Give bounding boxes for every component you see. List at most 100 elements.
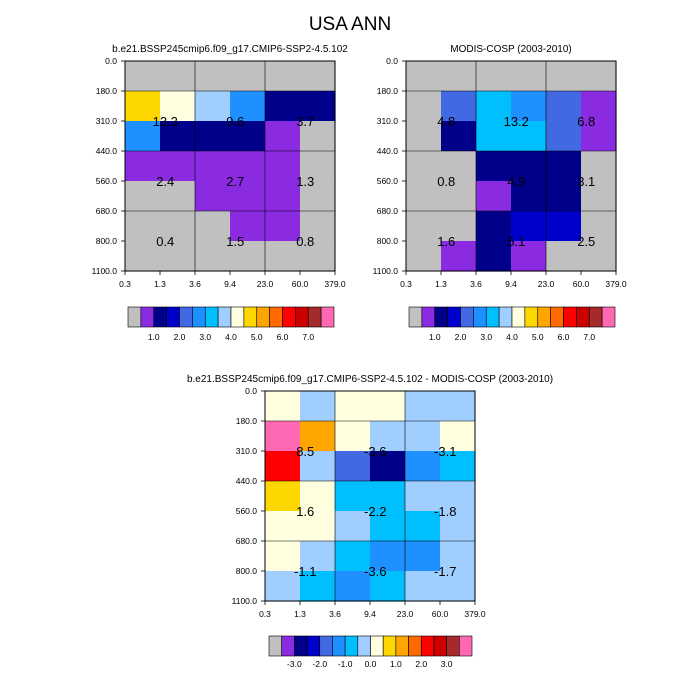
heatmap-cell: [546, 181, 582, 212]
colorbar-box: [179, 306, 193, 328]
cell-value-label: 1.6: [296, 504, 314, 519]
heatmap-cell: [195, 211, 231, 242]
panel-3: b.e21.BSSP245cmip6.f09_g17.CMIP6-SSP2-4.…: [187, 374, 553, 669]
heatmap-cell: [265, 151, 301, 182]
y-tick-label: 560.0: [377, 176, 399, 186]
colorbar-box: [601, 306, 616, 328]
colorbar-box: [319, 635, 333, 657]
colorbar-box: [256, 306, 270, 328]
colorbar-box: [294, 635, 308, 657]
colorbar-box: [550, 306, 564, 328]
colorbar-box: [370, 635, 384, 657]
y-tick-label: 0.0: [105, 56, 117, 66]
heatmap-cell: [195, 181, 231, 212]
heatmap-cell: [370, 451, 406, 482]
colorbar-tick-label: 0.0: [365, 659, 377, 669]
heatmap-cell: [300, 421, 336, 452]
colorbar-tick-label: -1.0: [338, 659, 353, 669]
heatmap-cell: [581, 91, 617, 122]
heatmap-cell: [440, 511, 476, 542]
x-tick-label: 0.3: [259, 609, 271, 619]
y-tick-label: 180.0: [96, 86, 118, 96]
heatmap-cell: [405, 391, 441, 422]
heatmap-cell: [300, 391, 336, 422]
colorbar-box: [447, 306, 461, 328]
panel-1: b.e21.BSSP245cmip6.f09_g17.CMIP6-SSP2-4.…: [92, 44, 349, 342]
heatmap-cell: [406, 211, 442, 242]
heatmap-cell: [335, 391, 371, 422]
heatmap-cell: [370, 541, 406, 572]
heatmap-cell: [440, 451, 476, 482]
heatmap-cell: [125, 211, 161, 242]
colorbar: 1.0 2.0 3.0 4.0 5.0 6.0 7.0: [127, 306, 335, 342]
cell-value-label: 1.5: [226, 234, 244, 249]
colorbar-tick-label: -3.0: [287, 659, 302, 669]
cell-value-label: 13.3: [153, 114, 178, 129]
heatmap-cell: [581, 181, 617, 212]
y-tick-label: 440.0: [96, 146, 118, 156]
cell-value-label: -3.1: [434, 444, 456, 459]
colorbar-box: [344, 635, 359, 657]
panel-title: b.e21.BSSP245cmip6.f09_g17.CMIP6-SSP2-4.…: [187, 374, 553, 385]
colorbar-box: [576, 306, 590, 328]
heatmap-cell: [265, 181, 301, 212]
colorbar-box: [408, 635, 422, 657]
colorbar-box: [433, 635, 447, 657]
heatmap-cell: [265, 481, 301, 512]
colorbar-box: [459, 635, 473, 657]
colorbar-box: [268, 635, 282, 657]
y-tick-label: 680.0: [236, 536, 258, 546]
colorbar-box: [357, 635, 371, 657]
y-tick-label: 680.0: [377, 206, 399, 216]
heatmap-cell: [440, 481, 476, 512]
cell-value-label: 4.9: [507, 174, 525, 189]
heatmap-cell: [546, 151, 582, 182]
y-tick-label: 180.0: [377, 86, 399, 96]
colorbar-box: [420, 635, 435, 657]
cell-value-label: 1.6: [437, 234, 455, 249]
x-tick-label: 379.0: [324, 279, 346, 289]
cell-value-label: -3.6: [364, 444, 386, 459]
cell-value-label: -1.1: [294, 564, 316, 579]
heatmap-cell: [441, 61, 477, 92]
colorbar-box: [230, 306, 245, 328]
y-tick-label: 440.0: [377, 146, 399, 156]
heatmap-cell: [265, 541, 301, 572]
heatmap-cell: [440, 421, 476, 452]
x-tick-label: 9.4: [224, 279, 236, 289]
heatmap-cell: [230, 61, 266, 92]
heatmap-cell: [511, 61, 547, 92]
heatmap-cell: [265, 571, 301, 602]
heatmap-cell: [370, 391, 406, 422]
colorbar-box: [485, 306, 500, 328]
heatmap-cell: [406, 181, 442, 212]
y-tick-label: 560.0: [236, 506, 258, 516]
heatmap-cell: [265, 511, 301, 542]
heatmap-cell: [581, 151, 617, 182]
heatmap-cell: [511, 181, 547, 212]
x-tick-label: 23.0: [397, 609, 414, 619]
cell-value-label: 6.8: [577, 114, 595, 129]
y-tick-label: 1100.0: [232, 596, 258, 606]
y-tick-label: 0.0: [245, 386, 257, 396]
x-tick-label: 0.3: [400, 279, 412, 289]
colorbar-tick-label: 7.0: [302, 332, 314, 342]
x-tick-label: 1.3: [294, 609, 306, 619]
cell-value-label: -2.2: [364, 504, 386, 519]
colorbar-box: [282, 306, 296, 328]
panel-2: MODIS-COSP (2003-2010) 0.3 1.3 3.6 9.4 23.0 60…: [373, 44, 627, 342]
heatmap-cell: [335, 541, 371, 572]
colorbar-box: [192, 306, 206, 328]
x-tick-label: 3.6: [189, 279, 201, 289]
heatmap-cell: [160, 121, 196, 152]
colorbar-tick-label: 3.0: [441, 659, 453, 669]
colorbar-tick-label: 5.0: [251, 332, 263, 342]
x-tick-label: 3.6: [329, 609, 341, 619]
x-tick-label: 60.0: [432, 609, 449, 619]
colorbar-box: [434, 306, 448, 328]
cell-value-label: 0.8: [437, 174, 455, 189]
cell-value-label: 0.4: [156, 234, 174, 249]
heatmap-cell: [265, 241, 301, 272]
cell-value-label: 2.4: [156, 174, 174, 189]
heatmap-cell: [546, 211, 582, 242]
